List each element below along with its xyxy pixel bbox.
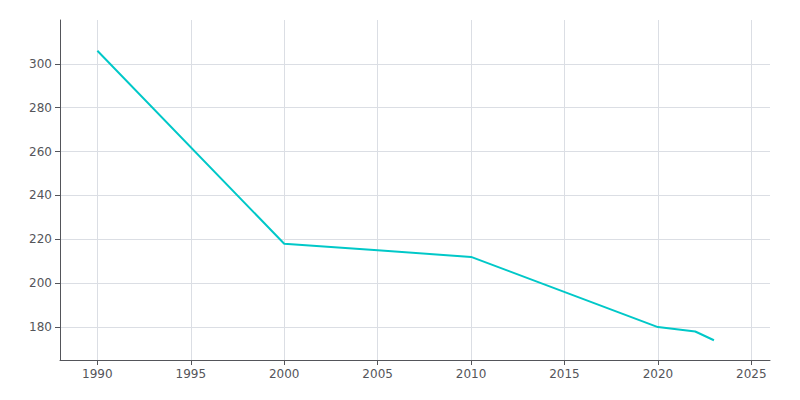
svg-text:280: 280 — [29, 101, 52, 115]
svg-text:240: 240 — [29, 188, 52, 202]
svg-text:300: 300 — [29, 57, 52, 71]
svg-text:2015: 2015 — [549, 367, 580, 381]
svg-text:2010: 2010 — [456, 367, 487, 381]
svg-text:180: 180 — [29, 320, 52, 334]
svg-text:1995: 1995 — [176, 367, 207, 381]
svg-text:2020: 2020 — [643, 367, 674, 381]
svg-text:2005: 2005 — [362, 367, 393, 381]
svg-text:1990: 1990 — [82, 367, 113, 381]
svg-text:260: 260 — [29, 145, 52, 159]
svg-text:200: 200 — [29, 276, 52, 290]
svg-text:2025: 2025 — [736, 367, 767, 381]
svg-text:2000: 2000 — [269, 367, 300, 381]
svg-text:220: 220 — [29, 232, 52, 246]
